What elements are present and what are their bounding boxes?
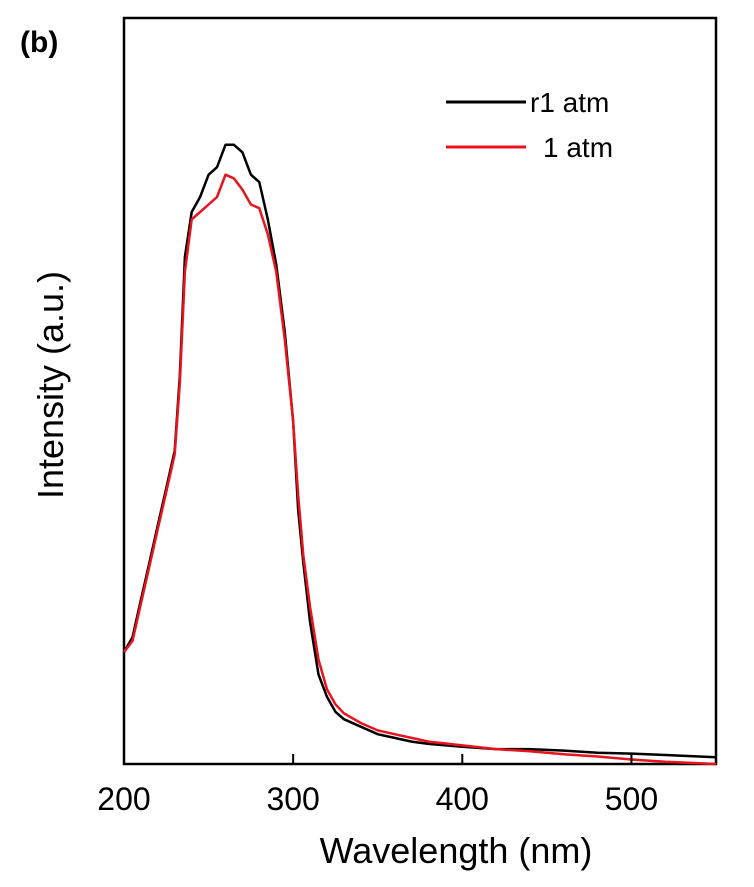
plot-frame [122, 16, 718, 766]
x-tick-label-400: 400 [436, 781, 489, 817]
series-line-1-atm [123, 173, 717, 766]
x-axis: 200 300 400 500 [97, 754, 658, 817]
series-layer [122, 143, 717, 766]
panel-label: (b) [20, 26, 58, 59]
x-tick-label-200: 200 [97, 781, 150, 817]
legend: r1 atm 1 atm [446, 87, 613, 163]
series-line-r1-atm [122, 143, 717, 759]
y-axis-title: Intensity (a.u.) [30, 271, 71, 499]
x-axis-title: Wavelength (nm) [320, 830, 593, 871]
x-tick-label-500: 500 [605, 781, 658, 817]
legend-label-1-atm: 1 atm [543, 132, 613, 163]
legend-label-r1-atm: r1 atm [530, 87, 609, 118]
x-tick-label-300: 300 [266, 781, 319, 817]
